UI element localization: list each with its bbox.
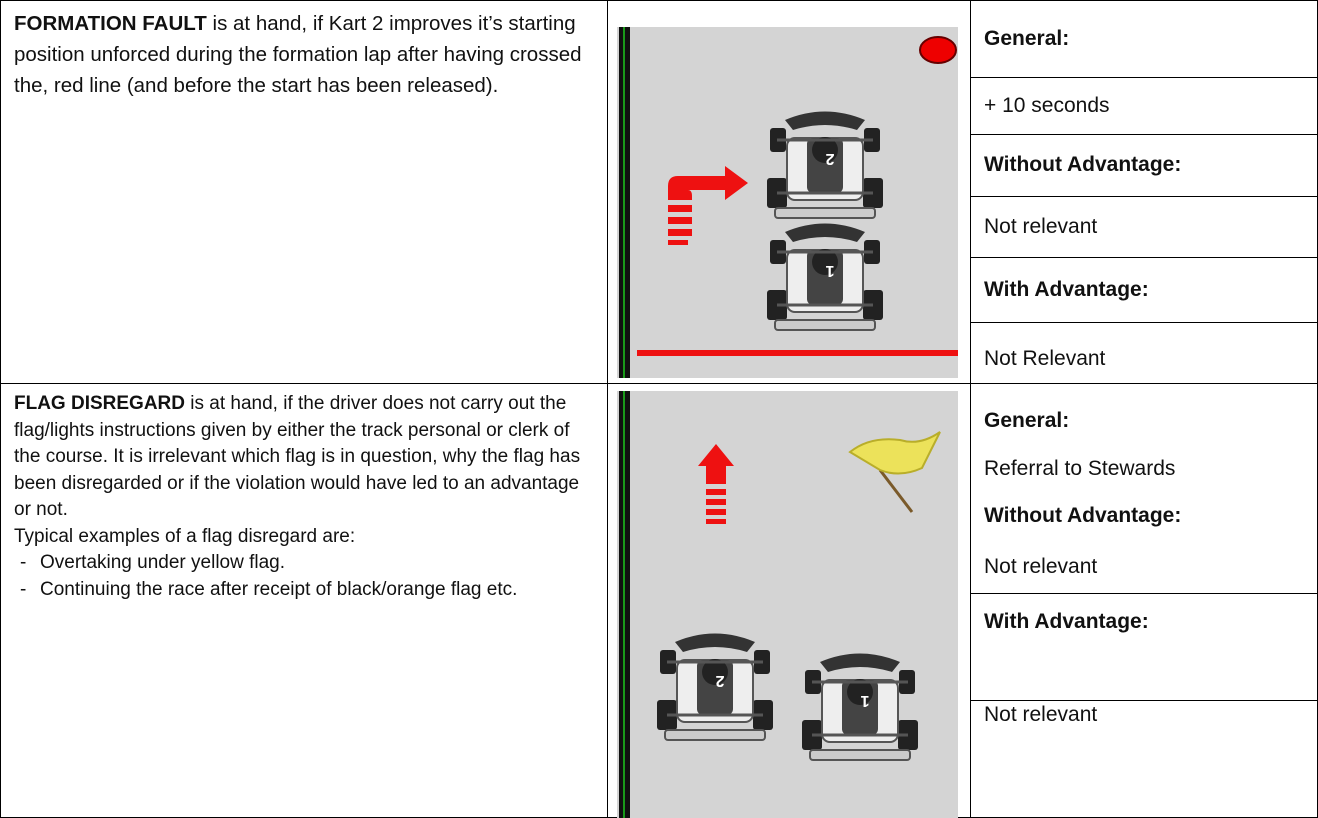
description: FLAG DISREGARD is at hand, if the driver… (0, 383, 607, 818)
divider (970, 196, 1318, 197)
term: FORMATION FAULT (14, 12, 207, 35)
kart-number: 2 (715, 672, 724, 689)
divider (970, 257, 1318, 258)
description-text: is at hand, if the driver does not carry… (14, 393, 581, 520)
examples: Overtaking under yellow flag.Continuing … (14, 550, 593, 603)
divider (970, 77, 1318, 78)
penalty-value: + 10 seconds (984, 93, 1110, 117)
example: Overtaking under yellow flag. (14, 550, 593, 577)
penalty-value: Referral to Stewards (984, 457, 1176, 480)
penalty-label: With Advantage: (984, 277, 1149, 301)
penalty-label: General: (984, 409, 1070, 432)
example: Continuing the race after receipt of bla… (14, 577, 593, 604)
penalty-label: Without Advantage: (984, 153, 1182, 176)
penalty-label: With Advantage: (984, 609, 1149, 633)
penalty-value: Not Relevant (984, 346, 1106, 370)
divider (970, 134, 1318, 135)
divider (970, 322, 1318, 323)
penalty-value: Not relevant (984, 555, 1098, 578)
penalty-value: Not relevant (984, 703, 1098, 726)
penalty-value: Not relevant (984, 214, 1098, 238)
description: FORMATION FAULT is at hand, if Kart 2 im… (0, 0, 607, 383)
divider (970, 700, 1318, 701)
kart-number: 2 (825, 150, 834, 167)
term: FLAG DISREGARD (14, 393, 185, 414)
description-text: is at hand, if Kart 2 improves it’s star… (14, 12, 582, 97)
penalty-label: General: (984, 26, 1070, 50)
kart-number: 1 (860, 692, 869, 709)
examples-intro: Typical examples of a flag disregard are… (14, 525, 356, 547)
kart-number: 1 (825, 262, 834, 279)
divider (970, 593, 1318, 594)
penalty-label: Without Advantage: (984, 504, 1182, 527)
